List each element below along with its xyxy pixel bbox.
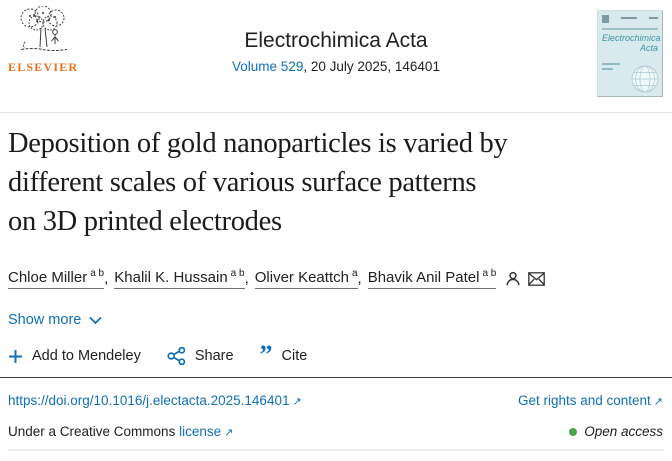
quote-icon: ” [259, 340, 273, 369]
doi-text: https://doi.org/10.1016/j.electacta.2025… [8, 393, 290, 408]
elsevier-wordmark: ELSEVIER [8, 60, 79, 74]
cite-button[interactable]: ” Cite [259, 340, 308, 369]
article-title-line: Deposition of gold nanoparticles is vari… [8, 128, 508, 159]
article-title: Deposition of gold nanoparticles is vari… [8, 124, 668, 241]
article-title-line: on 3D printed electrodes [8, 206, 282, 237]
cover-rule [602, 28, 658, 30]
cover-top-marks [602, 15, 658, 24]
section-divider [0, 377, 672, 378]
open-access-dot-icon [569, 427, 578, 436]
author-link[interactable]: Oliver Keattch a [254, 268, 358, 289]
action-toolbar: Add to Mendeley Share ” Cite [8, 340, 308, 369]
author-separator: , [104, 270, 109, 287]
share-icon [167, 347, 186, 365]
author-name: Bhavik Anil Patel [367, 269, 480, 286]
doi-link[interactable]: https://doi.org/10.1016/j.electacta.2025… [8, 393, 302, 408]
author-link[interactable]: Chloe Miller a b [8, 268, 105, 289]
issue-date-text: , 20 July 2025, 146401 [303, 59, 440, 74]
volume-link[interactable]: Volume 529 [232, 59, 304, 74]
journal-title-link[interactable]: Electrochimica Acta [244, 29, 428, 52]
author-name: Khalil K. Hussain [114, 269, 228, 286]
add-to-mendeley-button[interactable]: Add to Mendeley [8, 348, 141, 364]
author-name: Oliver Keattch [254, 269, 349, 286]
author-affiliations: a [351, 268, 358, 279]
get-rights-link[interactable]: Get rights and content ↗ [518, 393, 663, 408]
show-more-label: Show more [8, 312, 82, 328]
license-statement: Under a Creative Commons license ↗ [8, 424, 233, 439]
journal-header: Electrochimica Acta Volume 529, 20 July … [0, 29, 672, 74]
add-to-mendeley-label: Add to Mendeley [32, 348, 141, 364]
journal-issue-line: Volume 529, 20 July 2025, 146401 [0, 59, 672, 74]
cover-text-lines [602, 63, 658, 70]
external-link-arrow-icon: ↗ [224, 427, 234, 439]
header-divider [0, 112, 672, 113]
journal-cover-thumbnail[interactable]: Electrochimica Acta [597, 10, 663, 97]
author-link[interactable]: Khalil K. Hussain a b [114, 268, 245, 289]
show-more-button[interactable]: Show more [8, 312, 102, 328]
plus-icon [9, 349, 22, 363]
rights-text: Get rights and content [517, 393, 651, 408]
bottom-divider [8, 449, 664, 451]
license-link-text: license [179, 424, 222, 439]
elsevier-logo[interactable]: ELSEVIER [8, 5, 79, 75]
license-link[interactable]: license ↗ [179, 424, 233, 439]
cite-label: Cite [281, 348, 308, 364]
chevron-down-icon [89, 316, 102, 324]
cover-journal-title: Electrochimica Acta [602, 33, 661, 53]
author-name: Chloe Miller [8, 269, 88, 286]
globe-emblem-icon [631, 65, 659, 93]
author-list: Chloe Miller a b, Khalil K. Hussain a b, O… [8, 268, 546, 289]
author-link[interactable]: Bhavik Anil Patel a b [367, 268, 497, 289]
article-title-line: different scales of various surface patt… [8, 167, 477, 198]
open-access-badge: Open access [569, 424, 663, 439]
external-link-arrow-icon: ↗ [292, 396, 302, 408]
author-affiliations: a b [230, 268, 245, 279]
share-label: Share [194, 348, 234, 364]
share-button[interactable]: Share [167, 347, 234, 365]
license-row: Under a Creative Commons license ↗ Open a… [8, 424, 663, 439]
external-link-arrow-icon: ↗ [653, 396, 663, 408]
email-envelope-icon[interactable] [528, 272, 546, 286]
author-affiliations: a b [90, 268, 105, 279]
author-separator: , [244, 270, 249, 287]
person-icon[interactable] [505, 271, 521, 287]
elsevier-tree-icon [20, 5, 68, 51]
doi-row: https://doi.org/10.1016/j.electacta.2025… [8, 393, 663, 408]
author-separator: , [357, 270, 362, 287]
license-prefix-text: Under a Creative Commons [8, 424, 176, 439]
open-access-label: Open access [584, 424, 663, 439]
corresponding-author-icons [505, 271, 546, 289]
author-affiliations: a b [482, 268, 497, 279]
